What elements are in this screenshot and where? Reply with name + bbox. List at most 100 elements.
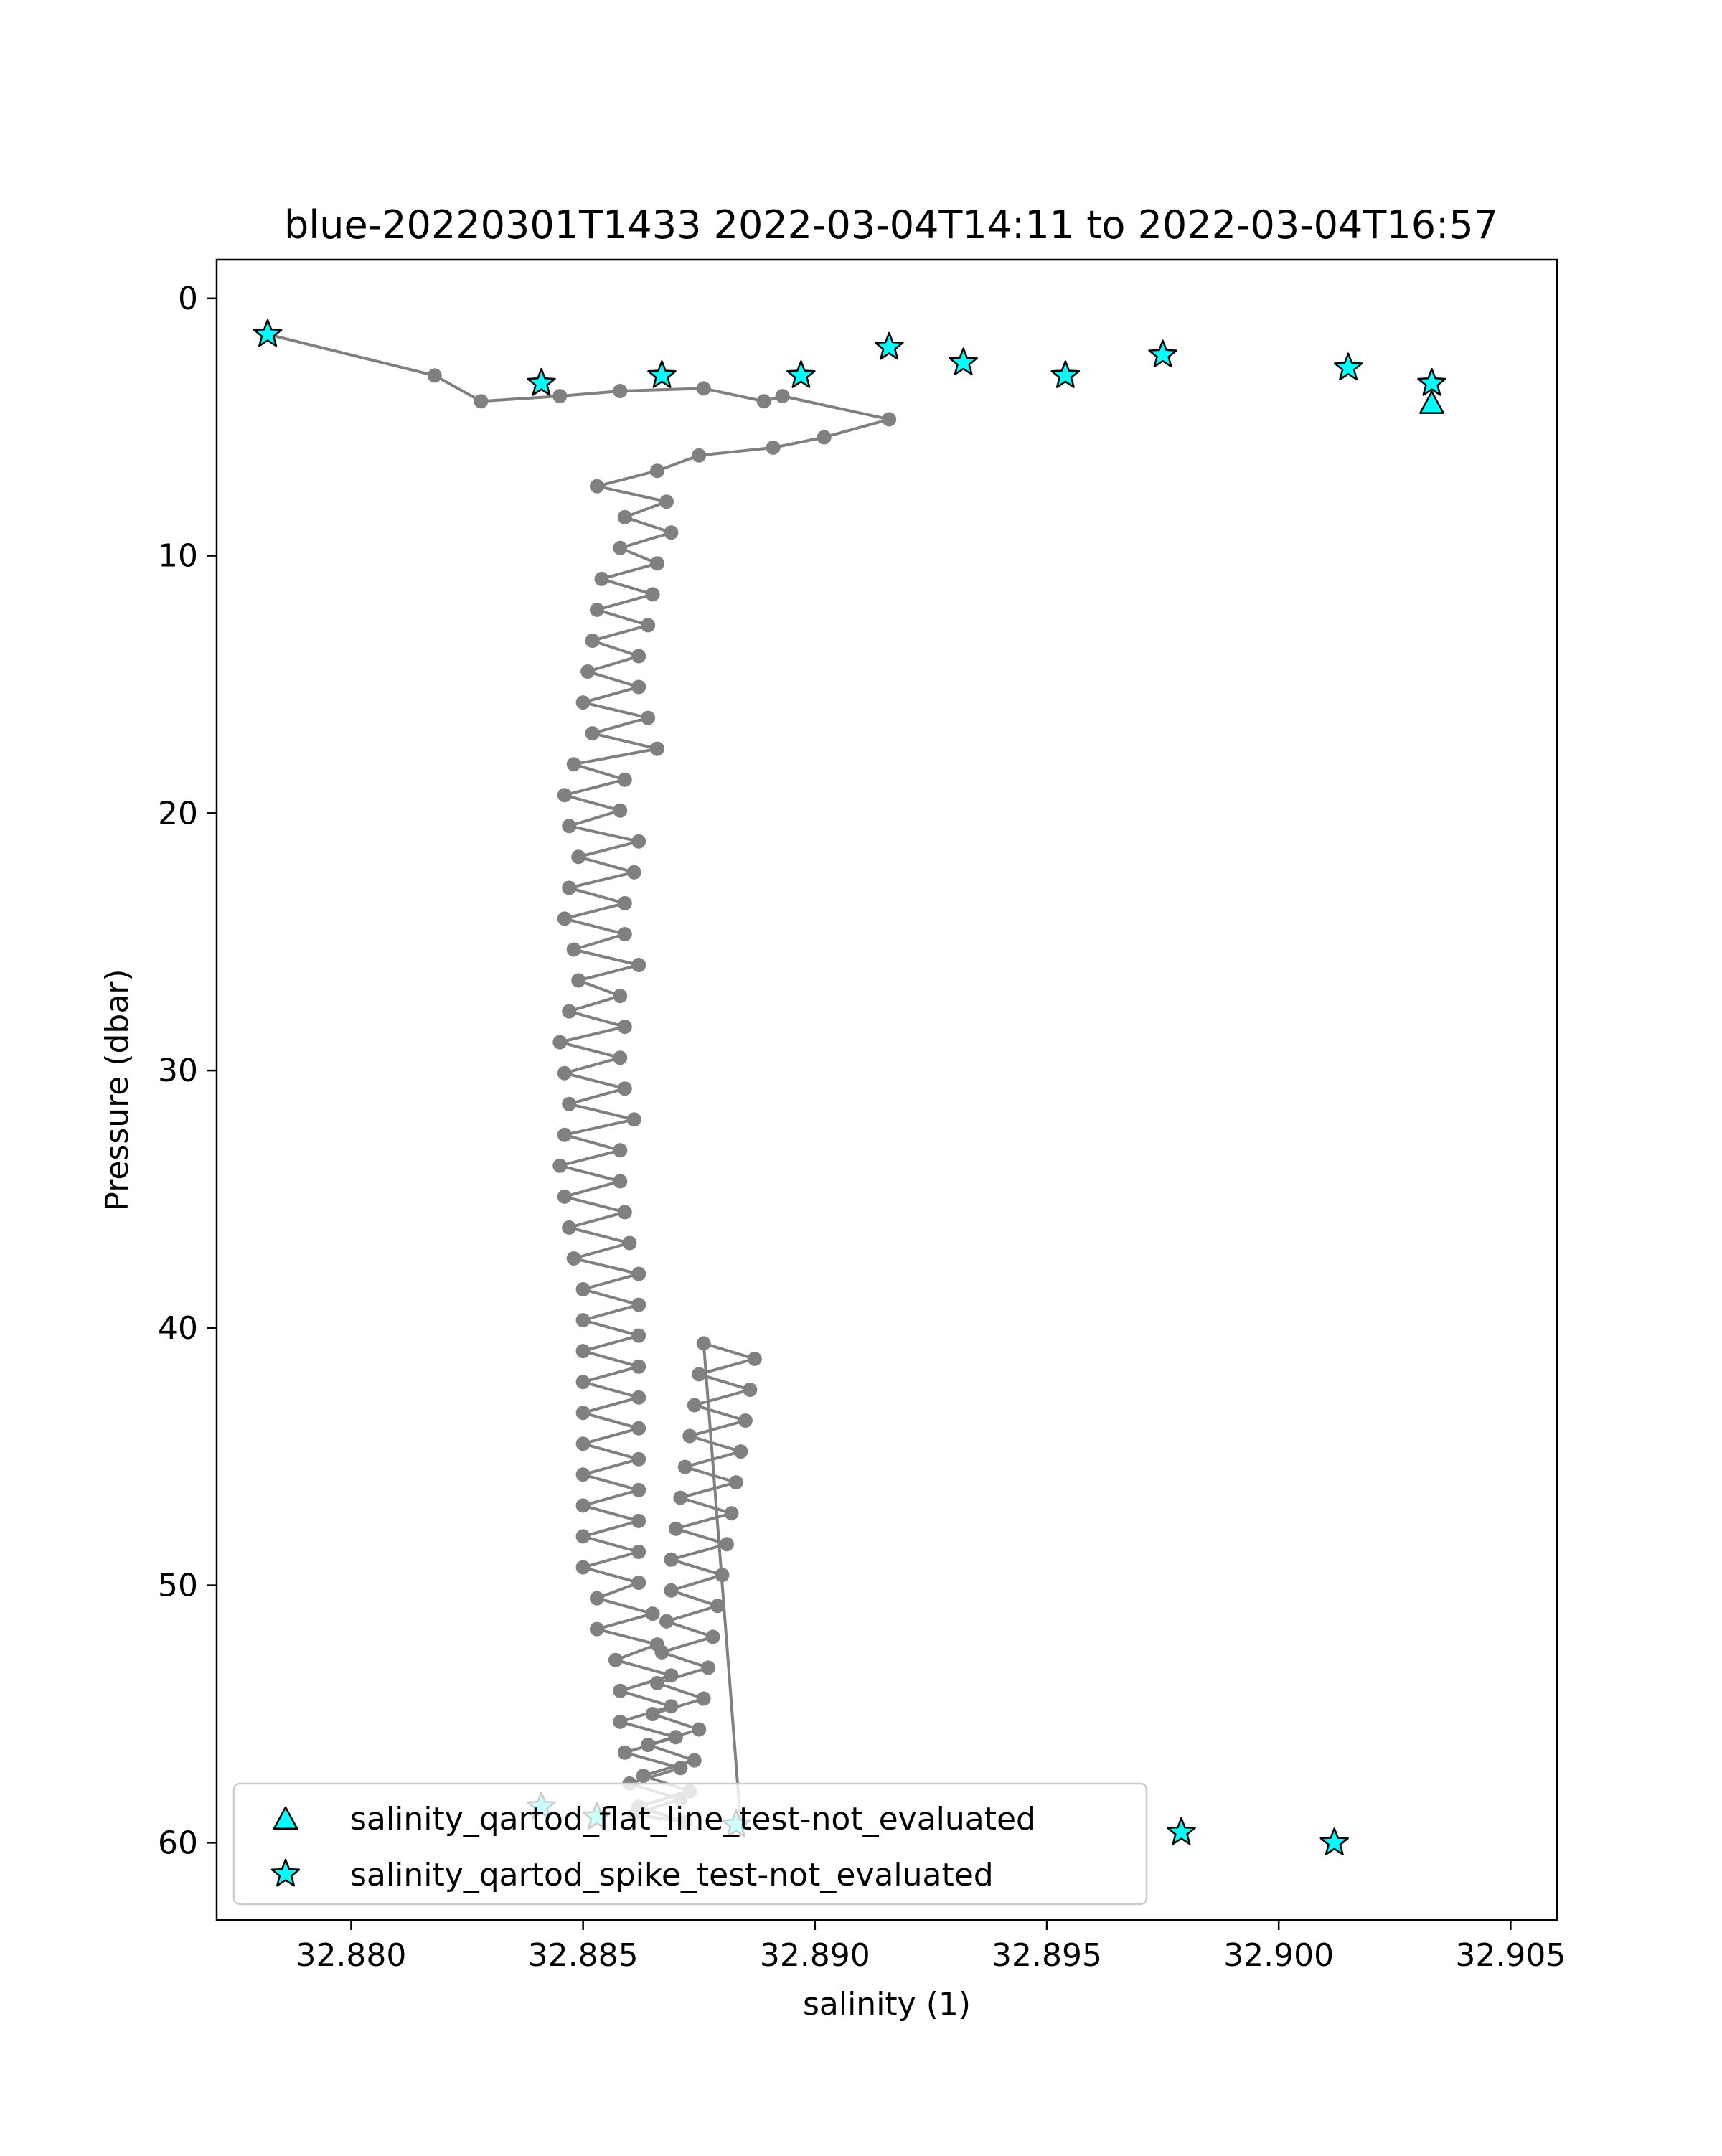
salinity-point (641, 710, 656, 725)
flat-line-test-marker (1419, 390, 1444, 414)
salinity-point (682, 1428, 697, 1444)
y-axis-label: Pressure (dbar) (99, 969, 136, 1210)
spike-test-marker (1417, 367, 1446, 396)
x-axis-label: salinity (1) (803, 1986, 971, 2023)
salinity-point (557, 1127, 572, 1142)
salinity-point (631, 834, 646, 849)
salinity-point (724, 1506, 739, 1521)
salinity-point (575, 1344, 591, 1359)
salinity-point (631, 1482, 646, 1497)
salinity-point (710, 1599, 725, 1614)
x-tick-label: 32.890 (760, 1937, 870, 1974)
salinity-point (575, 1498, 591, 1513)
salinity-point (566, 757, 581, 772)
salinity-point (617, 1081, 632, 1096)
salinity-point (575, 1375, 591, 1390)
salinity-point (696, 381, 711, 396)
salinity-point (631, 1328, 646, 1343)
x-tick-label: 32.905 (1455, 1937, 1566, 1974)
salinity-point (659, 494, 674, 509)
salinity-point (575, 695, 591, 710)
salinity-point (575, 1436, 591, 1451)
salinity-point (715, 1568, 730, 1583)
salinity-point (613, 1143, 628, 1158)
legend-box (232, 1782, 1148, 1906)
salinity-point (427, 368, 442, 383)
salinity-point (733, 1444, 748, 1459)
salinity-point (617, 927, 632, 941)
salinity-point (566, 942, 581, 957)
salinity-point (613, 1683, 628, 1698)
salinity-point (575, 1406, 591, 1421)
salinity-point (631, 1513, 646, 1528)
legend-triangle-marker (273, 1806, 298, 1830)
legend: salinity_qartod_flat_line_test-not_evalu… (232, 1782, 1148, 1906)
legend-star-marker (270, 1858, 301, 1887)
salinity-point (575, 1282, 591, 1296)
salinity-point (631, 958, 646, 972)
salinity-point (631, 1359, 646, 1374)
salinity-point (626, 1112, 641, 1127)
x-axis: 32.880 32.885 32.890 32.895 32.900 32.905 (296, 1920, 1566, 1974)
salinity-point (557, 911, 572, 926)
salinity-point (590, 602, 604, 617)
salinity-point (626, 865, 641, 880)
salinity-point (692, 1722, 707, 1737)
salinity-point (575, 1529, 591, 1544)
salinity-point (664, 1699, 679, 1714)
y-tick-label: 20 (158, 795, 198, 832)
salinity-point (677, 1459, 692, 1474)
salinity-point (613, 1714, 628, 1729)
salinity-point (664, 1668, 679, 1683)
x-tick-label: 32.880 (296, 1937, 406, 1974)
salinity-point (631, 1545, 646, 1559)
salinity-point (613, 1050, 628, 1065)
spike-test-marker (949, 347, 978, 375)
spike-test-marker (253, 319, 283, 347)
salinity-point (631, 679, 646, 695)
salinity-point (580, 664, 596, 679)
salinity-point (594, 571, 609, 586)
salinity-point (590, 479, 604, 494)
salinity-point (645, 1707, 660, 1721)
salinity-point (696, 1691, 711, 1706)
salinity-point (617, 1745, 632, 1760)
salinity-point (613, 989, 628, 1004)
salinity-point (613, 540, 628, 555)
y-tick-label: 40 (158, 1310, 198, 1347)
y-axis: 0 10 20 30 40 50 60 (158, 281, 217, 1861)
spike-test-marker (1167, 1817, 1196, 1845)
salinity-point (562, 1096, 577, 1111)
spike-test-marker (527, 367, 556, 396)
spike-test-marker (874, 331, 904, 360)
salinity-point (552, 389, 568, 404)
marks-layer (253, 319, 1446, 1855)
salinity-point (622, 1235, 637, 1251)
salinity-point (696, 1336, 711, 1351)
salinity-point (552, 1158, 568, 1173)
salinity-point (552, 1035, 568, 1050)
salinity-point (645, 1606, 660, 1621)
salinity-point (617, 772, 632, 787)
x-tick-label: 32.895 (992, 1937, 1102, 1974)
salinity-point (692, 448, 707, 463)
salinity-point (562, 880, 577, 895)
salinity-point (631, 1266, 646, 1281)
salinity-point (882, 412, 897, 427)
salinity-point (641, 618, 656, 633)
salinity-point (571, 849, 586, 865)
salinity-point (613, 803, 628, 818)
salinity-point (692, 1367, 707, 1382)
salinity-point (664, 525, 679, 540)
spike-test-marker (786, 360, 816, 388)
salinity-point (562, 1220, 577, 1235)
salinity-point (613, 1174, 628, 1189)
spike-test-marker (1333, 352, 1363, 381)
salinity-point (613, 384, 628, 398)
salinity-point (673, 1761, 688, 1776)
salinity-point (668, 1730, 683, 1745)
salinity-point (631, 1421, 646, 1436)
y-tick-label: 0 (178, 281, 198, 317)
spike-test-marker (647, 360, 677, 388)
